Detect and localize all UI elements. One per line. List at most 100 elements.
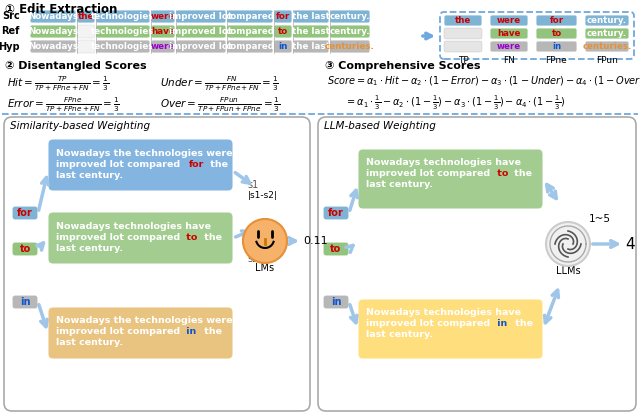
FancyBboxPatch shape	[323, 242, 349, 256]
Text: to: to	[183, 233, 200, 242]
FancyBboxPatch shape	[330, 10, 370, 23]
Text: to: to	[552, 29, 562, 38]
Text: to: to	[278, 27, 288, 36]
FancyBboxPatch shape	[227, 25, 273, 38]
Text: LLMs: LLMs	[556, 266, 580, 276]
Text: the last: the last	[292, 27, 330, 36]
Text: last century.: last century.	[56, 338, 123, 347]
Text: in: in	[331, 297, 341, 307]
FancyBboxPatch shape	[96, 10, 150, 23]
Text: Nowadays: Nowadays	[28, 42, 78, 51]
Text: to: to	[330, 244, 342, 254]
FancyBboxPatch shape	[151, 10, 175, 23]
Text: compared: compared	[225, 27, 275, 36]
FancyBboxPatch shape	[536, 41, 577, 52]
FancyBboxPatch shape	[96, 25, 150, 38]
Text: century.: century.	[330, 27, 371, 36]
Text: last century.: last century.	[56, 171, 123, 180]
Text: technologies: technologies	[92, 12, 155, 21]
FancyBboxPatch shape	[77, 25, 95, 38]
FancyBboxPatch shape	[176, 10, 226, 23]
Text: |s1-s2|: |s1-s2|	[248, 191, 278, 199]
FancyBboxPatch shape	[227, 40, 273, 53]
FancyBboxPatch shape	[227, 10, 273, 23]
Text: Nowadays technologies have: Nowadays technologies have	[366, 158, 521, 167]
Text: improved lot compared: improved lot compared	[56, 327, 184, 336]
Text: in: in	[278, 42, 288, 51]
FancyBboxPatch shape	[490, 28, 528, 39]
Text: centuries.: centuries.	[325, 42, 375, 51]
FancyBboxPatch shape	[444, 28, 482, 39]
FancyBboxPatch shape	[323, 206, 349, 220]
FancyBboxPatch shape	[4, 117, 310, 411]
Text: to: to	[494, 169, 511, 178]
FancyBboxPatch shape	[12, 295, 38, 309]
Text: were: were	[151, 12, 175, 21]
Text: technologies: technologies	[92, 27, 155, 36]
Text: 0.11: 0.11	[303, 236, 328, 246]
Text: 1~5: 1~5	[589, 214, 611, 224]
FancyBboxPatch shape	[48, 307, 233, 359]
FancyBboxPatch shape	[48, 139, 233, 191]
Text: ① Edit Extraction: ① Edit Extraction	[5, 3, 117, 16]
Text: improved lot: improved lot	[170, 42, 232, 51]
FancyBboxPatch shape	[77, 10, 95, 23]
FancyBboxPatch shape	[358, 149, 543, 209]
Text: $= \alpha_1 \cdot \frac{1}{3} - \alpha_2 \cdot (1-\frac{1}{3}) - \alpha_3 \cdot : $= \alpha_1 \cdot \frac{1}{3} - \alpha_2…	[345, 94, 565, 112]
Text: Src: Src	[3, 11, 20, 21]
FancyBboxPatch shape	[274, 40, 292, 53]
FancyBboxPatch shape	[12, 206, 38, 220]
FancyBboxPatch shape	[293, 40, 329, 53]
Text: Nowadays the technologies were: Nowadays the technologies were	[56, 316, 232, 325]
Text: Nowadays: Nowadays	[28, 12, 78, 21]
Text: the: the	[201, 233, 222, 242]
Text: ② Disentangled Scores: ② Disentangled Scores	[5, 61, 147, 71]
Text: for: for	[17, 208, 33, 218]
Text: the: the	[455, 16, 471, 25]
Text: improved lot: improved lot	[170, 12, 232, 21]
Text: Nowadays technologies have: Nowadays technologies have	[56, 222, 211, 231]
Text: for: for	[189, 160, 204, 169]
Text: the: the	[78, 12, 94, 21]
Text: 4: 4	[625, 236, 635, 251]
Circle shape	[243, 219, 287, 263]
FancyBboxPatch shape	[151, 40, 175, 53]
FancyBboxPatch shape	[30, 25, 76, 38]
Text: centuries.: centuries.	[582, 42, 632, 51]
Text: the: the	[512, 319, 533, 328]
Text: LMs: LMs	[255, 263, 275, 273]
Text: were: were	[497, 42, 521, 51]
FancyBboxPatch shape	[274, 25, 292, 38]
Text: improved lot compared: improved lot compared	[366, 319, 493, 328]
Text: FPne: FPne	[546, 56, 568, 65]
Text: the last: the last	[292, 42, 330, 51]
Text: the: the	[201, 327, 222, 336]
Text: for: for	[549, 16, 564, 25]
Text: $Under = \frac{FN}{TP+FPne+FN} = \frac{1}{3}$: $Under = \frac{FN}{TP+FPne+FN} = \frac{1…	[160, 75, 278, 93]
FancyBboxPatch shape	[293, 25, 329, 38]
Text: were: were	[151, 42, 175, 51]
Text: for: for	[276, 12, 290, 21]
Text: were: were	[497, 16, 521, 25]
FancyBboxPatch shape	[536, 15, 577, 26]
FancyBboxPatch shape	[323, 295, 349, 309]
Text: the last: the last	[292, 12, 330, 21]
Text: s2: s2	[247, 254, 259, 264]
Text: in: in	[552, 42, 561, 51]
Text: Nowadays the technologies were: Nowadays the technologies were	[56, 149, 232, 158]
FancyBboxPatch shape	[30, 10, 76, 23]
Text: Ref: Ref	[2, 26, 20, 36]
FancyBboxPatch shape	[585, 28, 629, 39]
FancyBboxPatch shape	[330, 25, 370, 38]
FancyBboxPatch shape	[490, 41, 528, 52]
FancyBboxPatch shape	[77, 40, 95, 53]
FancyBboxPatch shape	[151, 25, 175, 38]
Text: have: have	[497, 29, 521, 38]
Circle shape	[546, 222, 590, 266]
FancyBboxPatch shape	[490, 15, 528, 26]
Text: the: the	[207, 160, 228, 169]
Text: Similarity-based Weighting: Similarity-based Weighting	[10, 121, 150, 131]
Text: last century.: last century.	[56, 244, 123, 253]
Text: LLM-based Weighting: LLM-based Weighting	[324, 121, 436, 131]
FancyBboxPatch shape	[176, 25, 226, 38]
